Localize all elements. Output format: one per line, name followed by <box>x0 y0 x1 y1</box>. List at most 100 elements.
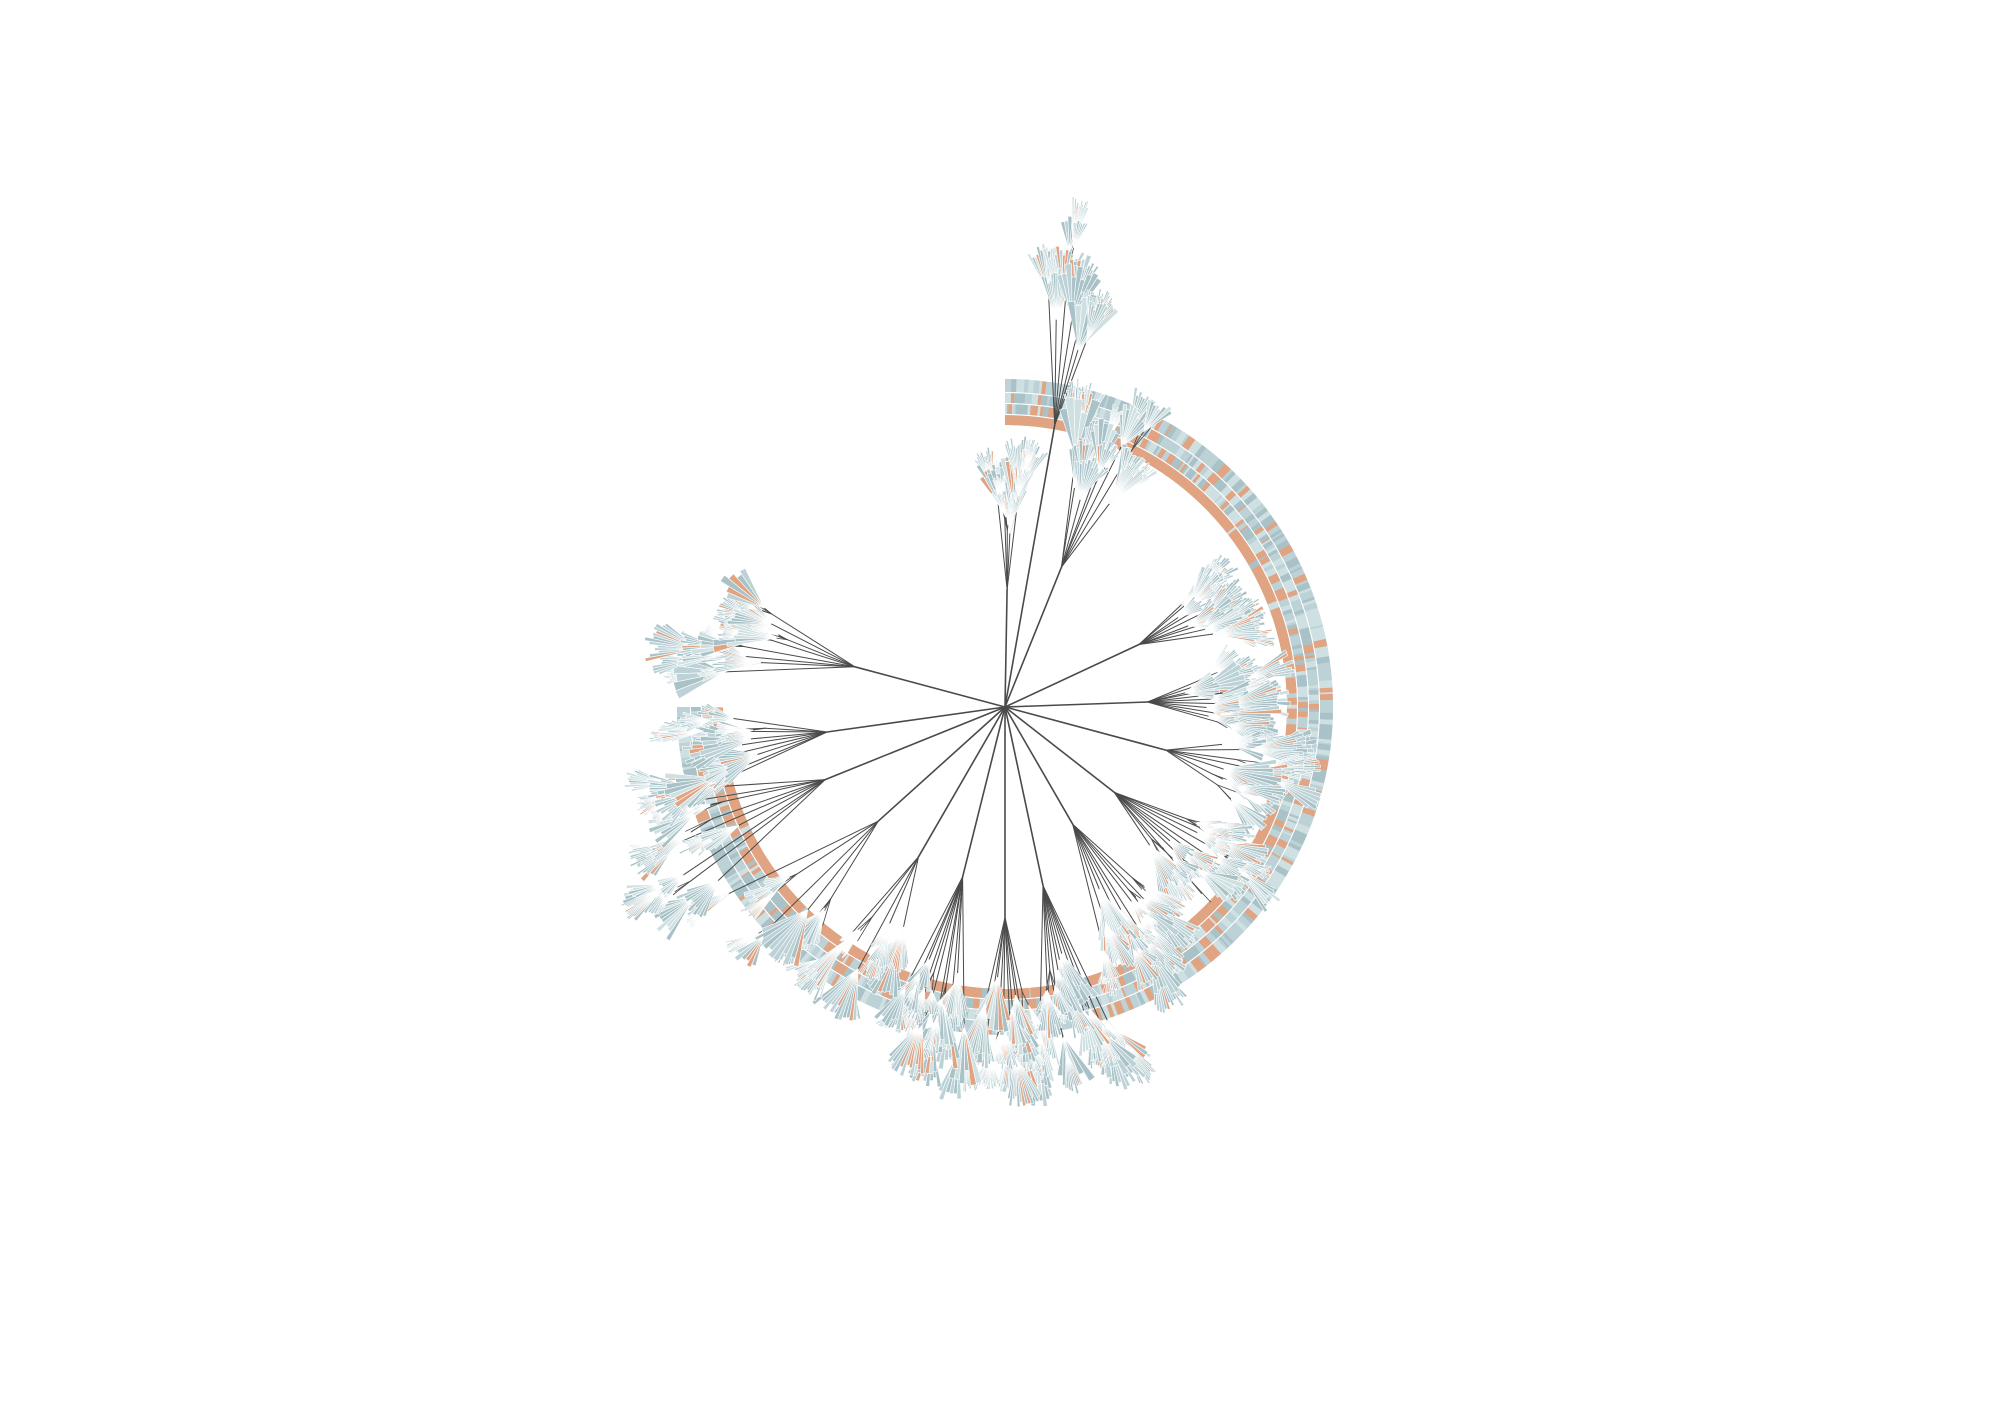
ring-cell <box>1305 607 1319 616</box>
ring-cell <box>1307 670 1318 678</box>
branch <box>903 856 919 928</box>
ring-cell <box>1261 537 1271 545</box>
ring-cell <box>1170 427 1182 442</box>
ring-cell <box>1267 573 1279 581</box>
ring-cell <box>736 842 746 849</box>
ring-cell <box>770 909 782 921</box>
ring-cell <box>1211 508 1223 519</box>
ring-cell <box>1235 520 1245 528</box>
ring-cell <box>1127 982 1138 995</box>
ring-cell <box>1319 712 1333 720</box>
ring-cell <box>1278 859 1293 870</box>
ring-cell <box>764 866 775 876</box>
ring-cell <box>1199 465 1210 476</box>
ring-cell <box>1031 394 1039 405</box>
ring-cell <box>1259 580 1271 590</box>
ring-cell <box>747 840 759 849</box>
branch <box>1165 749 1237 760</box>
ring-cell <box>726 873 740 884</box>
ring-cell <box>1261 560 1273 569</box>
ring-cell <box>1277 632 1289 639</box>
ring-cell <box>1279 832 1292 843</box>
branch <box>732 718 828 733</box>
ring-cell <box>1276 838 1289 849</box>
branch <box>788 873 798 878</box>
ring-cell <box>1037 394 1042 406</box>
ring-cell <box>1287 627 1299 633</box>
ring-cell <box>1274 864 1289 877</box>
branch <box>857 916 873 942</box>
ring-cell <box>1283 612 1295 622</box>
ring-cell <box>690 707 701 712</box>
ring-cell <box>1273 818 1286 829</box>
ring-cell <box>1198 448 1213 463</box>
ring-cell <box>1225 490 1237 502</box>
ring-cell <box>1269 830 1280 839</box>
branch <box>777 633 788 641</box>
ring-cell <box>1277 863 1290 872</box>
ring-cell <box>1144 440 1152 451</box>
ring-cell <box>1283 851 1297 861</box>
ring-cell <box>1310 626 1325 636</box>
ring-cell <box>1266 546 1277 555</box>
ring-cell <box>1223 521 1234 532</box>
ring-cell <box>964 986 970 997</box>
ring-cell <box>1089 998 1095 1009</box>
ring-cell <box>1281 800 1293 808</box>
ring-cell <box>1162 464 1172 476</box>
ring-cell <box>1308 719 1319 725</box>
ring-cell <box>724 869 737 879</box>
ring-cell <box>1212 894 1223 905</box>
ring-cell <box>856 975 866 987</box>
branch <box>774 873 798 894</box>
ring-cell <box>1212 910 1224 921</box>
ring-cell <box>1180 434 1190 447</box>
branch <box>1165 743 1223 751</box>
ring-cell <box>1280 644 1292 651</box>
ring-cell <box>1249 539 1260 548</box>
ring-cell <box>1304 655 1316 659</box>
ring-cell <box>1120 987 1127 998</box>
ring-cell <box>1036 416 1043 428</box>
ring-cell <box>1255 549 1268 560</box>
ring-cell <box>739 825 752 835</box>
ring-cell <box>1134 993 1142 1006</box>
ring-cell <box>965 997 969 1008</box>
ring-cell <box>1202 468 1214 480</box>
ring-cell <box>1235 483 1248 495</box>
branch <box>1048 291 1056 426</box>
ring-cell <box>1308 690 1319 695</box>
ring-cell <box>842 954 850 964</box>
ring-cell <box>1319 719 1333 725</box>
ring-cell <box>1204 484 1214 495</box>
ring-cell <box>1221 934 1232 946</box>
ring-cell <box>899 969 908 981</box>
ring-cell <box>1233 499 1246 512</box>
ring-cell <box>1269 576 1281 585</box>
ring-cell <box>1200 921 1212 934</box>
ring-cell <box>1226 525 1235 533</box>
ring-cell <box>1226 473 1239 486</box>
ring-cell <box>1169 443 1181 455</box>
ring-cell <box>1091 997 1099 1009</box>
branch <box>1131 877 1145 887</box>
ring-cell <box>1168 468 1179 481</box>
ring-cell <box>1237 504 1247 513</box>
ring-cell <box>1295 669 1306 673</box>
ring-cell <box>1262 540 1274 549</box>
ring-cell <box>1273 617 1285 625</box>
clade-tips-4 <box>1185 643 1295 753</box>
ring-cell <box>755 853 766 862</box>
ring-cell <box>1264 543 1275 552</box>
ring-cell <box>712 818 724 826</box>
ring-cell <box>822 941 831 951</box>
ring-cell <box>1201 935 1212 947</box>
ring-cell <box>1264 521 1278 533</box>
ring-cell <box>1284 820 1297 831</box>
ring-cell <box>732 834 742 840</box>
ring-cell <box>724 843 736 852</box>
branch <box>690 779 826 882</box>
ring-cell <box>1234 919 1248 932</box>
ring-cell <box>1206 931 1217 942</box>
ring-cell <box>1266 880 1279 890</box>
